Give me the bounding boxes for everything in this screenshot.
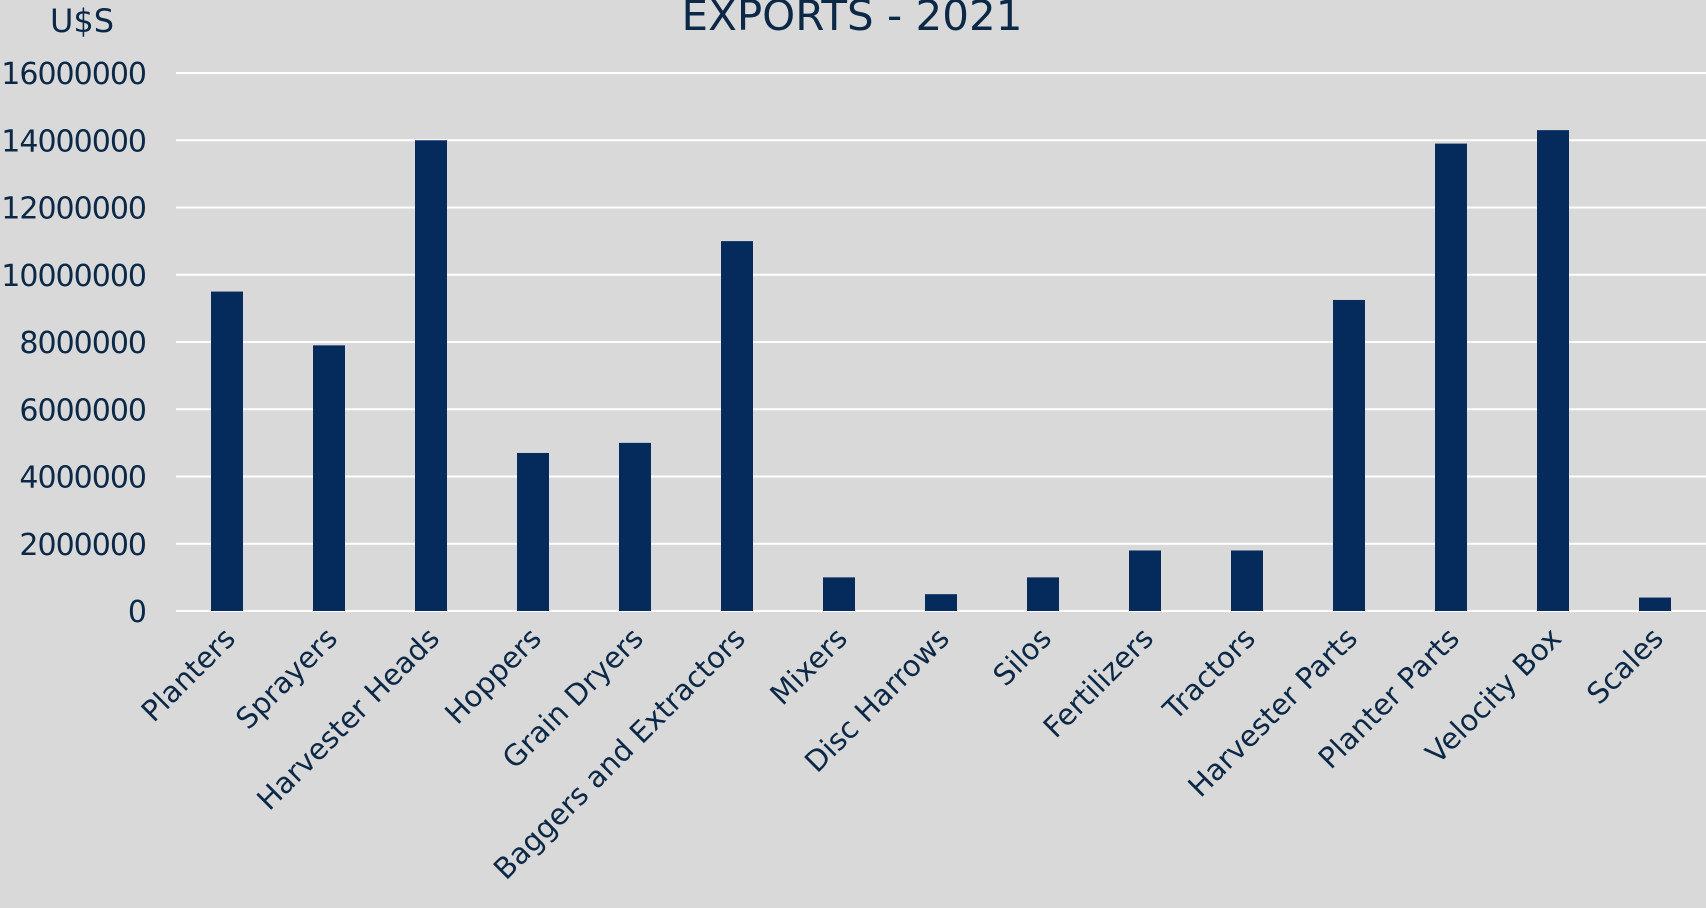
x-category-label: Mixers — [763, 621, 854, 712]
x-category-label: Harvester Parts — [1181, 621, 1364, 804]
x-category-label: Tractors — [1156, 621, 1262, 727]
bar — [1537, 130, 1569, 611]
bar — [619, 442, 651, 611]
bar — [1639, 597, 1671, 611]
y-tick-label: 10000000 — [1, 259, 146, 294]
bar — [1129, 550, 1161, 611]
y-tick-label: 4000000 — [19, 461, 146, 496]
y-tick-label: 14000000 — [1, 124, 146, 159]
x-category-label: Scales — [1580, 621, 1670, 711]
chart-title: EXPORTS - 2021 — [682, 0, 1023, 40]
bar — [1435, 143, 1467, 612]
y-tick-label: 8000000 — [19, 326, 146, 361]
x-category-label: Harvester Heads — [250, 621, 446, 817]
bar — [415, 140, 447, 611]
bar — [823, 577, 855, 611]
y-axis-unit-label: U$S — [50, 2, 114, 40]
bar — [517, 452, 549, 611]
bar — [211, 291, 243, 611]
y-tick-label: 0 — [128, 595, 146, 630]
y-tick-label: 16000000 — [1, 57, 146, 92]
bars — [211, 130, 1671, 612]
bar — [1333, 299, 1365, 611]
bar — [313, 345, 345, 611]
y-tick-label: 12000000 — [1, 192, 146, 227]
bar — [1231, 550, 1263, 611]
bar — [925, 594, 957, 611]
y-tick-label: 6000000 — [19, 393, 146, 428]
bar — [721, 241, 753, 611]
x-category-label: Planters — [135, 621, 242, 728]
y-tick-label: 2000000 — [19, 528, 146, 563]
grid-lines — [176, 72, 1706, 612]
x-category-label: Silos — [986, 621, 1058, 693]
bar — [1027, 577, 1059, 611]
y-axis-ticks: 0 2000000 4000000 6000000 8000000 10000000 120… — [1, 57, 147, 630]
x-category-label: Fertilizers — [1037, 621, 1160, 744]
